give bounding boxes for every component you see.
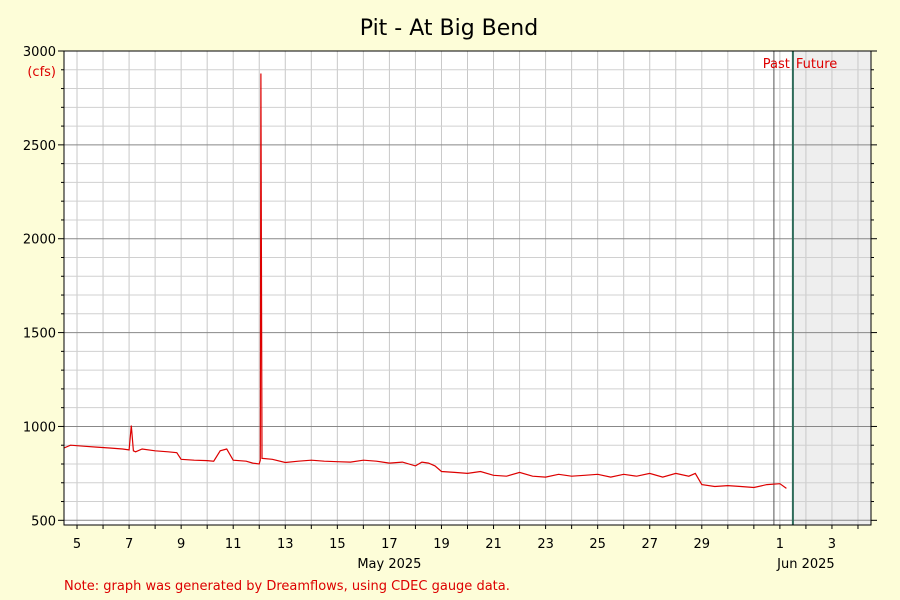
y-tick-label: 1000 (23, 420, 56, 435)
x-tick-label: 11 (225, 537, 242, 552)
y-tick-label: 500 (31, 514, 56, 529)
y-axis-unit: (cfs) (27, 65, 56, 80)
grid (64, 50, 871, 525)
x-tick-label: 7 (125, 537, 133, 552)
flow-series-line (63, 73, 787, 489)
x-tick-label: 1 (776, 537, 784, 552)
y-tick-label: 2000 (23, 233, 56, 248)
footer-note: Note: graph was generated by Dreamflows,… (64, 579, 510, 594)
x-tick-label: 21 (485, 537, 502, 552)
future-annotation: Future (796, 57, 837, 72)
month-label: May 2025 (357, 557, 421, 572)
plot-frame (63, 50, 872, 526)
past-annotation: Past (763, 57, 790, 72)
x-tick-label: 19 (433, 537, 450, 552)
x-tick-label: 15 (329, 537, 346, 552)
x-tick-label: 17 (381, 537, 398, 552)
chart-title: Pit - At Big Bend (360, 16, 538, 41)
y-axis-labels: 500 1000 1500 2000 2500 3000 (23, 45, 56, 529)
x-tick-label: 23 (537, 537, 554, 552)
y-tick-label: 3000 (23, 45, 56, 60)
x-tick-label: 27 (641, 537, 658, 552)
x-tick-label: 3 (828, 537, 836, 552)
x-tick-label: 9 (177, 537, 185, 552)
y-tick-label: 1500 (23, 327, 56, 342)
x-tick-label: 13 (277, 537, 294, 552)
x-tick-label: 5 (73, 537, 81, 552)
x-tick-label: 29 (694, 537, 711, 552)
month-label: Jun 2025 (776, 557, 835, 572)
y-tick-label: 2500 (23, 139, 56, 154)
x-tick-label: 25 (589, 537, 606, 552)
